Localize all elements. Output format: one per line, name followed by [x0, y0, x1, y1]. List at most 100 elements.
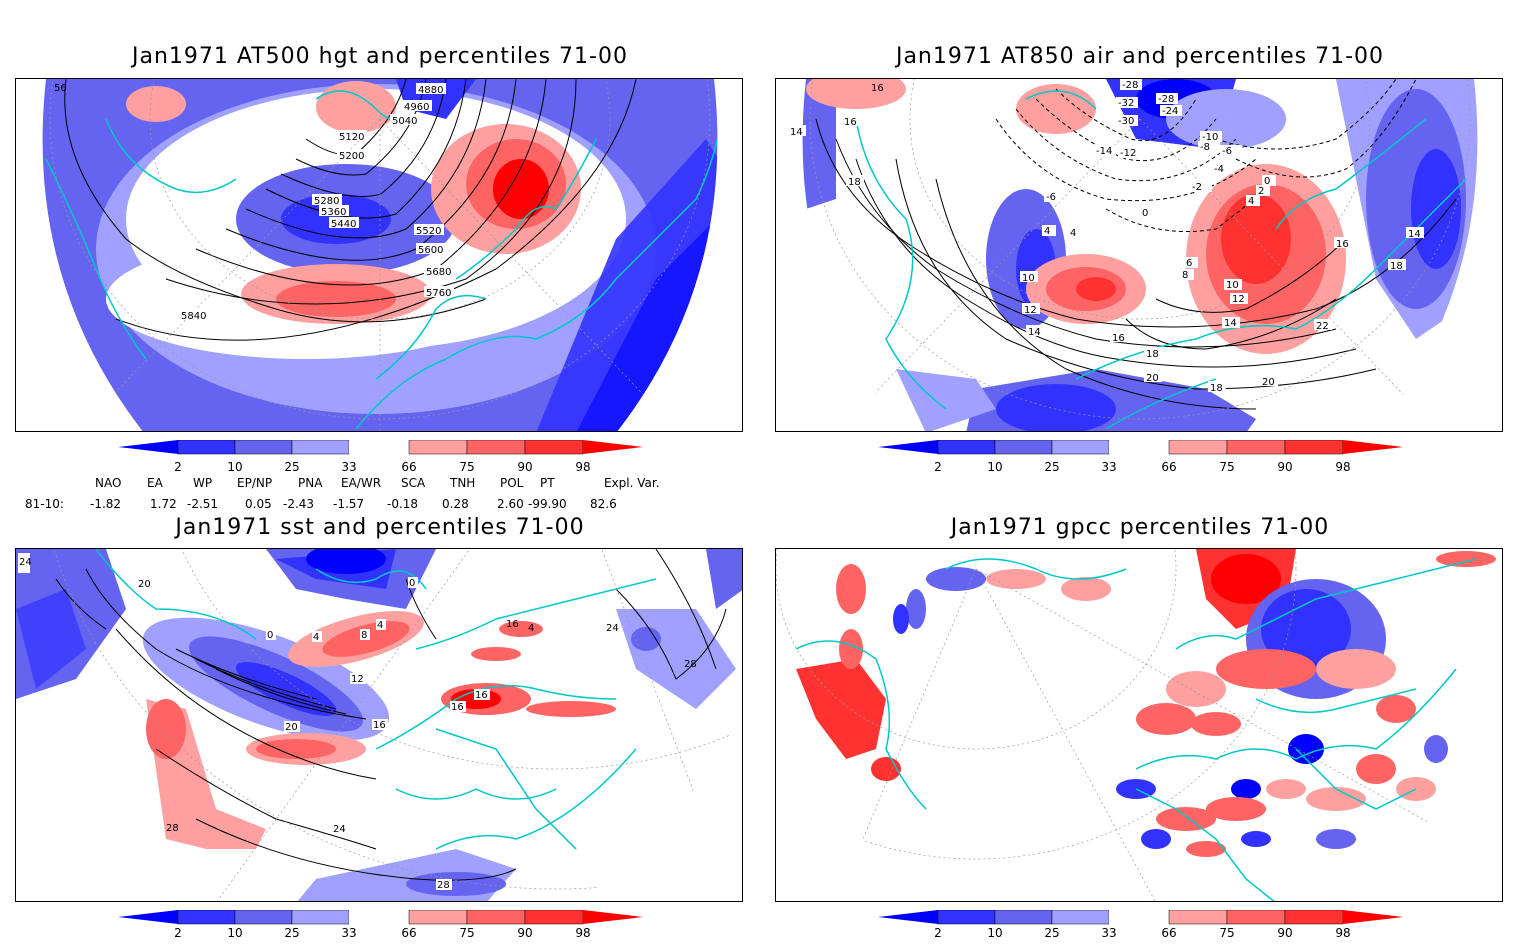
contour-label: 16 — [373, 720, 386, 731]
contour-label: -4 — [1214, 164, 1224, 175]
contour-label: -12 — [1120, 148, 1136, 159]
teleconn-header: Expl. Var. — [604, 476, 660, 490]
contour-label: -2 — [1192, 182, 1202, 193]
teleconn-row-label: 81-10: — [25, 497, 64, 511]
colorbar-tick: 90 — [517, 926, 533, 940]
colorbar-tick: 98 — [1335, 926, 1351, 940]
contour-label: 4 — [313, 632, 319, 643]
contour-label: 20 — [285, 722, 298, 733]
colorbar-bottom-right: 2 10 25 33 66 75 90 98 — [878, 909, 1408, 950]
contour-label: -6 — [1046, 192, 1056, 203]
contour-label: 0 — [1142, 208, 1148, 219]
colorbar-swatches — [118, 439, 643, 455]
colorbar-tick: 2 — [934, 926, 942, 940]
colorbar-tick: 98 — [575, 926, 591, 940]
colorbar-tick: 98 — [1335, 460, 1351, 474]
colorbar-tick: 2 — [934, 460, 942, 474]
teleconn-value: 0.05 — [245, 497, 272, 511]
contour-label: 4 — [377, 620, 383, 631]
map-panel-gpcc — [775, 548, 1503, 902]
colorbar-top-left: 2 10 25 33 66 75 90 98 — [118, 439, 648, 480]
contour-label: 4 — [1248, 196, 1254, 207]
contour-label: 28 — [437, 880, 450, 891]
contour-label: 16 — [1112, 333, 1125, 344]
teleconn-value: 0.28 — [442, 497, 469, 511]
contour-label: 14 — [1224, 318, 1237, 329]
contour-label: 12 — [1232, 294, 1245, 305]
contour-label: 12 — [351, 674, 364, 685]
colorbar-swatches — [878, 439, 1403, 455]
contour-label: 18 — [1210, 383, 1223, 394]
teleconn-value: -2.43 — [283, 497, 315, 511]
contour-label: -32 — [1118, 98, 1134, 109]
colorbar-top-right: 2 10 25 33 66 75 90 98 — [878, 439, 1408, 480]
contour-label: 18 — [848, 177, 861, 188]
teleconn-value: -1.82 — [90, 497, 122, 511]
colorbar-swatches — [118, 909, 643, 925]
teleconn-value: -2.51 — [187, 497, 219, 511]
contour-label: 0 — [267, 630, 273, 641]
contour-label: -10 — [1202, 132, 1218, 143]
teleconn-header: POL — [500, 476, 524, 490]
colorbar-tick: 90 — [1277, 926, 1293, 940]
contour-label: 4 — [1070, 228, 1076, 239]
contour-label: -14 — [1096, 146, 1112, 157]
colorbar-tick: 33 — [341, 460, 357, 474]
contour-label: 5680 — [426, 267, 451, 278]
colorbar-tick: 33 — [1101, 460, 1117, 474]
contour-label: 5280 — [314, 196, 339, 207]
contour-label: 16 — [451, 702, 464, 713]
panel-title-1: Jan1971 AT500 hgt and percentiles 71-00 — [132, 44, 628, 69]
colorbar-tick: 25 — [284, 926, 300, 940]
contour-label: 28 — [166, 823, 179, 834]
teleconn-header: EP/NP — [237, 476, 273, 490]
contour-label: 5760 — [426, 288, 451, 299]
contour-label: 10 — [1022, 273, 1035, 284]
teleconn-header: SCA — [401, 476, 426, 490]
contour-label: 24 — [19, 557, 32, 568]
contour-label: 5520 — [416, 226, 441, 237]
teleconnection-table: NAO EA WP EP/NP PNA EA/WR SCA TNH POL PT… — [0, 474, 760, 514]
colorbar-tick: 2 — [174, 460, 182, 474]
colorbar-tick: 10 — [227, 460, 243, 474]
contour-label: 5200 — [339, 151, 364, 162]
contour-label: -30 — [1118, 116, 1134, 127]
contour-label: -28 — [1158, 94, 1174, 105]
colorbar-tick: 66 — [401, 926, 417, 940]
contour-label: 5360 — [321, 207, 346, 218]
colorbar-tick: 10 — [987, 460, 1003, 474]
map-panel-air850: 16 14 18 16 10 12 14 16 18 20 18 20 22 1… — [775, 78, 1503, 432]
panel-title-2: Jan1971 AT850 air and percentiles 71-00 — [895, 44, 1385, 69]
colorbar-tick: 25 — [1044, 926, 1060, 940]
teleconn-value: -1.57 — [333, 497, 365, 511]
contour-label: 24 — [333, 824, 346, 835]
contour-label: 5440 — [331, 219, 356, 230]
contour-label: 56 — [54, 83, 67, 94]
colorbar-swatches — [878, 909, 1403, 925]
contour-label: 5040 — [392, 116, 417, 127]
colorbar-tick: 90 — [517, 460, 533, 474]
contour-label: 18 — [1146, 349, 1159, 360]
teleconn-header: TNH — [450, 476, 476, 490]
teleconn-value: -0.18 — [387, 497, 419, 511]
colorbar-tick: 25 — [284, 460, 300, 474]
contour-label: 22 — [1316, 321, 1329, 332]
map-panel-hgt500: 5840 5760 5680 5600 5520 5440 5360 5280 … — [15, 78, 743, 432]
contour-label: 16 — [506, 619, 519, 630]
colorbar-tick: 66 — [401, 460, 417, 474]
colorbar-tick: 33 — [1101, 926, 1117, 940]
contour-label: 0 — [1264, 176, 1270, 187]
colorbar-tick: 75 — [1219, 926, 1235, 940]
panel-title-3: Jan1971 sst and percentiles 71-00 — [175, 515, 585, 540]
teleconn-header: NAO — [95, 476, 122, 490]
contour-label: 16 — [1336, 239, 1349, 250]
contour-label: 4 — [1044, 226, 1050, 237]
contour-label: 14 — [790, 127, 803, 138]
contour-label: 14 — [1408, 229, 1421, 240]
panel-title-4: Jan1971 gpcc percentiles 71-00 — [950, 515, 1330, 540]
contour-label: 10 — [1226, 280, 1239, 291]
contour-label: -24 — [1162, 106, 1178, 117]
contour-label: 4960 — [404, 102, 429, 113]
contour-label: 20 — [1262, 377, 1275, 388]
colorbar-tick: 75 — [459, 460, 475, 474]
